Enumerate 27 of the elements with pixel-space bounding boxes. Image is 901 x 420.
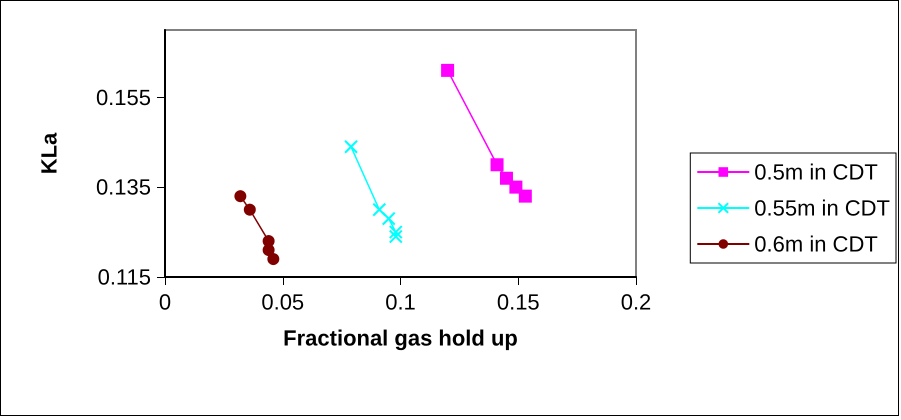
x-tick-label: 0.15: [496, 290, 540, 314]
legend-label: 0.55m in CDT: [754, 196, 890, 220]
y-tick-label: 0.135: [96, 174, 151, 200]
point: [244, 204, 256, 216]
legend-label: 0.5m in CDT: [754, 160, 878, 184]
x-tick-label: 0.05: [261, 290, 304, 314]
point: [234, 190, 246, 202]
point: [518, 190, 532, 203]
point: [267, 253, 280, 266]
x-tick-label: 0.1: [385, 290, 416, 314]
y-axis-title: KLa: [36, 132, 62, 174]
point: [388, 230, 403, 244]
point: [382, 212, 396, 226]
point: [441, 64, 454, 77]
point: [388, 225, 403, 240]
x-tick-label: 0: [158, 290, 172, 314]
point: [372, 202, 386, 217]
point: [262, 244, 275, 256]
x-axis-title: Fractional gas hold up: [283, 326, 518, 350]
x-tick-label: 0.2: [620, 290, 652, 314]
legend-label: 0.6m in CDT: [754, 232, 878, 256]
point: [490, 158, 504, 172]
point: [344, 140, 358, 154]
point: [500, 172, 513, 185]
point: [509, 180, 522, 194]
y-tick-label: 0.155: [96, 84, 151, 110]
y-tick-label: 0.115: [98, 264, 151, 290]
